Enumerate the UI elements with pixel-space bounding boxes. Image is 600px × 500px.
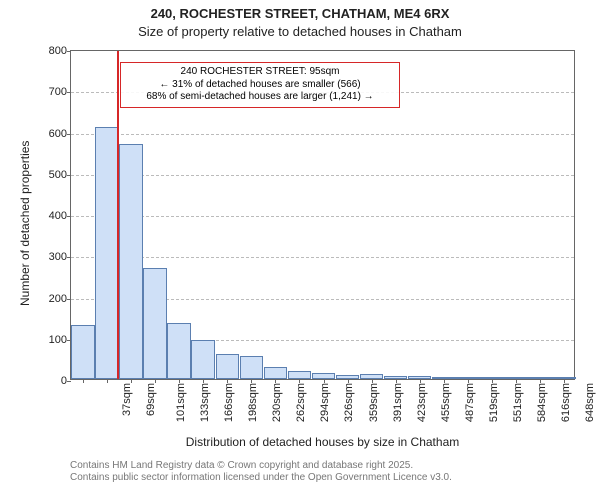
x-tick-mark <box>348 379 349 383</box>
property-marker-line <box>117 51 119 379</box>
x-tick-mark <box>131 379 132 383</box>
x-tick-mark <box>107 379 108 383</box>
histogram-bar <box>95 127 119 379</box>
x-tick-mark <box>179 379 180 383</box>
property-info-box: 240 ROCHESTER STREET: 95sqm← 31% of deta… <box>120 62 400 108</box>
x-tick-mark <box>396 379 397 383</box>
x-tick-label: 423sqm <box>416 383 428 422</box>
grid-line <box>71 175 574 176</box>
histogram-bar <box>71 325 95 379</box>
info-box-line: 240 ROCHESTER STREET: 95sqm <box>127 66 393 79</box>
x-tick-mark <box>372 379 373 383</box>
y-tick-label: 300 <box>49 251 71 263</box>
histogram-bar <box>191 340 215 379</box>
x-tick-mark <box>275 379 276 383</box>
chart-title-subtitle: Size of property relative to detached ho… <box>0 24 600 39</box>
y-tick-label: 600 <box>49 128 71 140</box>
x-tick-label: 37sqm <box>121 383 133 416</box>
y-tick-label: 200 <box>49 293 71 305</box>
x-tick-label: 230sqm <box>271 383 283 422</box>
y-tick-label: 0 <box>61 375 71 387</box>
x-tick-mark <box>516 379 517 383</box>
histogram-bar <box>240 356 264 379</box>
info-box-line: 68% of semi-detached houses are larger (… <box>127 91 393 104</box>
y-tick-label: 800 <box>49 45 71 57</box>
histogram-bar <box>288 371 312 379</box>
x-tick-label: 391sqm <box>392 383 404 422</box>
grid-line <box>71 134 574 135</box>
x-tick-label: 166sqm <box>223 383 235 422</box>
x-tick-label: 294sqm <box>320 383 332 422</box>
x-tick-mark <box>420 379 421 383</box>
x-tick-mark <box>324 379 325 383</box>
x-axis-label: Distribution of detached houses by size … <box>70 435 575 449</box>
x-tick-label: 359sqm <box>368 383 380 422</box>
x-tick-mark <box>227 379 228 383</box>
y-tick-label: 400 <box>49 210 71 222</box>
grid-line <box>71 257 574 258</box>
x-tick-mark <box>155 379 156 383</box>
x-tick-label: 551sqm <box>512 383 524 422</box>
histogram-bar <box>143 268 167 379</box>
histogram-bar <box>264 367 288 379</box>
histogram-bar <box>216 354 240 379</box>
grid-line <box>71 216 574 217</box>
info-box-line: ← 31% of detached houses are smaller (56… <box>127 79 393 92</box>
x-tick-label: 455sqm <box>440 383 452 422</box>
x-tick-label: 519sqm <box>488 383 500 422</box>
histogram-bar <box>119 144 143 379</box>
x-tick-mark <box>564 379 565 383</box>
y-tick-label: 100 <box>49 334 71 346</box>
x-tick-mark <box>492 379 493 383</box>
x-tick-label: 198sqm <box>247 383 259 422</box>
x-tick-label: 262sqm <box>295 383 307 422</box>
x-tick-label: 326sqm <box>344 383 356 422</box>
y-tick-label: 500 <box>49 169 71 181</box>
x-tick-label: 101sqm <box>175 383 187 422</box>
footer-attribution: Contains HM Land Registry data © Crown c… <box>70 460 452 484</box>
x-tick-mark <box>299 379 300 383</box>
x-tick-label: 616sqm <box>560 383 572 422</box>
footer-line-2: Contains public sector information licen… <box>70 472 452 484</box>
x-tick-mark <box>203 379 204 383</box>
x-tick-label: 133sqm <box>199 383 211 422</box>
y-tick-label: 700 <box>49 86 71 98</box>
x-tick-label: 487sqm <box>464 383 476 422</box>
x-tick-mark <box>444 379 445 383</box>
x-tick-mark <box>540 379 541 383</box>
histogram-bar <box>167 323 191 379</box>
chart-title-address: 240, ROCHESTER STREET, CHATHAM, ME4 6RX <box>0 6 600 21</box>
x-tick-mark <box>468 379 469 383</box>
x-tick-label: 584sqm <box>536 383 548 422</box>
footer-line-1: Contains HM Land Registry data © Crown c… <box>70 460 452 472</box>
x-tick-mark <box>251 379 252 383</box>
x-tick-label: 648sqm <box>584 383 596 422</box>
y-axis-label: Number of detached properties <box>18 141 32 306</box>
x-tick-mark <box>83 379 84 383</box>
x-tick-label: 69sqm <box>145 383 157 416</box>
